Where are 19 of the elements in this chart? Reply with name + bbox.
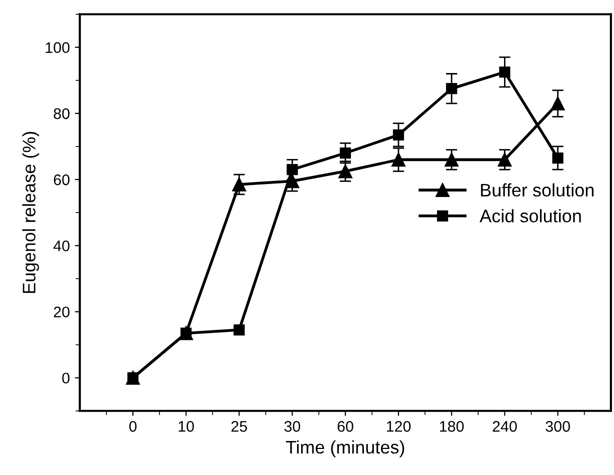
- x-tick-label: 120: [386, 421, 411, 432]
- legend-label: Acid solution: [480, 209, 581, 222]
- x-tick-label: 25: [231, 421, 248, 432]
- x-tick-label: 10: [178, 421, 194, 432]
- x-tick-label: 60: [338, 421, 354, 432]
- y-tick-label: 0: [62, 372, 70, 384]
- y-tick-label: 40: [53, 240, 70, 252]
- x-tick-label: 240: [492, 421, 517, 432]
- x-axis-title: Time (minutes): [286, 440, 404, 458]
- y-tick-label: 100: [46, 42, 70, 53]
- x-tick-label: 30: [284, 421, 300, 432]
- y-tick-label: 80: [54, 108, 70, 120]
- legend-label: Buffer solution: [481, 183, 594, 197]
- x-tick-label: 0: [129, 421, 137, 432]
- y-tick-label: 60: [54, 174, 70, 186]
- y-axis-title: Eugenol release (%): [22, 132, 40, 293]
- x-tick-label: 300: [546, 421, 570, 432]
- y-tick-label: 20: [54, 306, 70, 318]
- x-tick-label: 180: [440, 421, 464, 432]
